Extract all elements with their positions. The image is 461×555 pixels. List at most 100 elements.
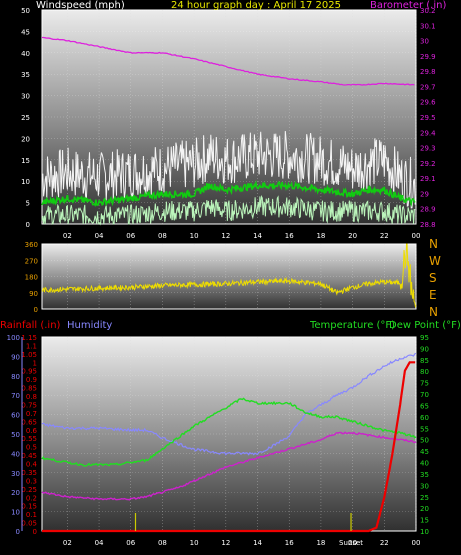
wind-average-line [41,179,416,208]
rainfall-tick-label: 0.5 [26,444,37,452]
rainfall-tick-label: 0 [33,528,37,536]
temperature-tick-label: 15 [420,517,429,525]
barometer-tick-label: 30.1 [420,22,436,30]
rainfall-tick-label: 1.15 [21,334,37,342]
temperature-tick-label: 50 [420,437,429,445]
rainfall-tick-label: 0.3 [26,477,37,485]
rainfall-tick-label: 0.8 [26,393,37,401]
wind-tick-label: 20 [21,135,30,143]
x-tick-label-top: 08 [158,232,167,240]
humidity-tick-label: 0 [16,528,20,536]
x-tick-label-bottom: 22 [380,539,389,547]
x-tick-label-bottom: 10 [190,539,199,547]
temperature-axis-title: Temperature (°F) [310,320,396,331]
wind-axis-title: Windspeed (mph) [36,0,125,11]
x-tick-label-bottom: 06 [126,539,135,547]
humidity-tick-label: 70 [11,392,20,400]
rainfall-tick-label: 0.75 [21,401,37,409]
rainfall-tick-label: 0.35 [21,469,37,477]
direction-tick-label: 270 [25,257,38,265]
barometer-tick-label: 29.1 [420,175,436,183]
rainfall-tick-label: 0.65 [21,418,37,426]
humidity-tick-label: 80 [11,373,20,381]
barometer-tick-label: 29.7 [420,83,436,91]
wind-tick-label: 35 [21,71,30,79]
compass-label: N [429,237,438,251]
x-tick-label-top: 16 [285,232,294,240]
direction-tick-label: 180 [25,274,38,282]
x-tick-label-top: 00 [412,232,421,240]
x-tick-label-top: 20 [348,232,357,240]
rainfall-tick-label: 1.1 [26,342,37,350]
wind-low-line [41,194,416,226]
barometer-tick-label: 29.5 [420,114,436,122]
rainfall-tick-label: 0.85 [21,385,37,393]
rainfall-line [42,361,416,533]
rainfall-tick-label: 0.6 [26,427,38,435]
barometer-tick-label: 30.2 [420,7,436,15]
rainfall-tick-label: 0.55 [21,435,37,443]
x-tick-label-bottom: 18 [316,539,325,547]
x-tick-label-bottom: 00 [412,539,421,547]
dewpoint-axis-title: Dew Point (°F) [389,320,461,331]
wind-gust-line [41,130,416,209]
rainfall-tick-label: 0.25 [21,486,37,494]
temperature-tick-label: 45 [420,448,429,456]
rainfall-tick-label: 0.45 [21,452,37,460]
wind-tick-label: 10 [21,178,30,186]
humidity-line [41,352,417,456]
wind-tick-label: 0 [26,221,30,229]
chart-title: 24 hour graph day : April 17 2025 [171,0,341,11]
rainfall-tick-label: 0.4 [26,461,38,469]
compass-label: E [429,288,437,302]
rainfall-tick-label: 0.15 [21,503,37,511]
humidity-axis-title: Humidity [67,320,113,331]
wind-direction-line [41,243,417,309]
x-tick-label-bottom: 16 [285,539,294,547]
x-tick-label-top: 04 [95,232,104,240]
x-tick-label-top: 12 [221,232,230,240]
direction-tick-label: 0 [34,306,38,314]
x-tick-label-bottom: 14 [253,539,262,547]
temperature-tick-label: 60 [420,414,429,422]
x-tick-label-bottom: 12 [221,539,230,547]
temperature-tick-label: 85 [420,357,429,365]
rainfall-tick-label: 1.05 [21,351,37,359]
direction-tick-label: 360 [25,241,38,249]
x-tick-label-bottom: 02 [63,539,72,547]
temperature-tick-label: 20 [420,505,429,513]
wind-tick-label: 15 [21,157,30,165]
x-tick-label-top: 02 [63,232,72,240]
rainfall-tick-label: 0.1 [26,511,37,519]
barometer-tick-label: 29.4 [420,129,436,137]
barometer-tick-label: 29 [420,190,429,198]
rainfall-axis-title: Rainfall (.in) [0,320,61,331]
x-tick-label-top: 18 [316,232,325,240]
humidity-tick-label: 60 [11,412,20,420]
rainfall-tick-label: 0.9 [26,376,37,384]
wind-tick-label: 30 [21,93,30,101]
barometer-tick-label: 28.9 [420,206,436,214]
temperature-tick-label: 80 [420,368,429,376]
rainfall-tick-label: 0.2 [26,494,37,502]
temperature-tick-label: 65 [420,402,429,410]
barometer-tick-label: 29.8 [420,68,436,76]
x-tick-label-bottom: 20 [348,539,357,547]
direction-tick-label: 90 [29,290,38,298]
compass-label: W [429,254,441,268]
x-tick-label-bottom: 08 [158,539,167,547]
sunset-label: Sunset [339,539,363,547]
barometer-axis-title: Barometer (.in) [370,0,447,11]
barometer-tick-label: 29.9 [420,53,436,61]
wind-tick-label: 50 [21,7,30,15]
rainfall-tick-label: 0.05 [21,520,37,528]
barometer-tick-label: 29.2 [420,160,436,168]
humidity-tick-label: 90 [11,353,20,361]
barometer-tick-label: 30 [420,38,429,46]
humidity-tick-label: 10 [11,509,20,517]
wind-tick-label: 25 [21,114,30,122]
x-tick-label-top: 10 [190,232,199,240]
humidity-tick-label: 30 [11,470,20,478]
wind-tick-label: 45 [21,28,30,36]
